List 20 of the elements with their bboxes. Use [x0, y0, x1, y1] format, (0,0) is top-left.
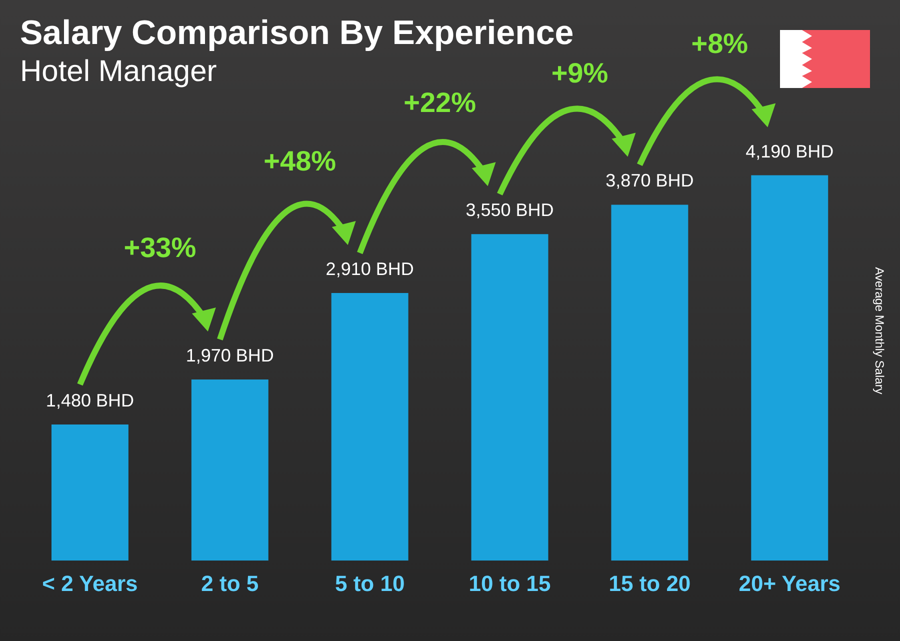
x-tick-label: 10 to 15	[468, 570, 551, 596]
text: +8%	[691, 28, 748, 60]
text: +9%	[551, 57, 608, 88]
text: +22%	[404, 86, 476, 118]
data-label: 2,910 BHD	[326, 258, 414, 279]
data-label: 1,480 BHD	[46, 390, 134, 410]
annotation: +48%	[264, 146, 336, 177]
data-label: 3,870 BHD	[606, 170, 694, 191]
data-label: 4,190 BHD	[746, 141, 834, 162]
chart-subtitle: Hotel Manager	[20, 55, 217, 88]
x-tick-label: < 2 Years	[42, 570, 138, 596]
x-tick-label: 5 to 10	[334, 570, 405, 596]
chart-title: Salary Comparison By Experience	[20, 14, 574, 52]
annotation: +33%	[124, 232, 196, 264]
x-tick-label: 2 to 5	[201, 570, 259, 596]
y-axis-title: Average Monthly Salary	[872, 267, 886, 394]
x-tick-label: 15 to 20	[608, 570, 691, 596]
x-tick-label: 20+ Years	[738, 570, 841, 596]
data-label: 1,970 BHD	[186, 345, 274, 366]
data-label: 3,550 BHD	[466, 200, 554, 220]
